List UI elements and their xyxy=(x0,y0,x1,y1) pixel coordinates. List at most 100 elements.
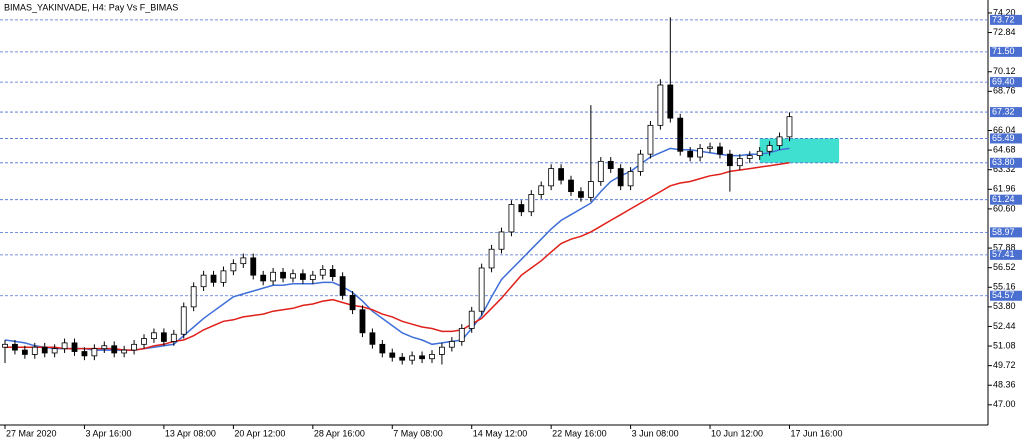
candle-body xyxy=(478,267,485,312)
candle-body xyxy=(210,274,217,283)
level-label: 54.57 xyxy=(992,290,1015,300)
y-tick-label: 57.88 xyxy=(993,242,1016,252)
candle-body xyxy=(12,343,18,351)
candle-body xyxy=(597,160,604,182)
level-label-bg xyxy=(990,77,1022,88)
candle-body xyxy=(548,168,555,187)
level-label: 67.32 xyxy=(992,106,1015,116)
candle-body xyxy=(190,286,197,308)
candle-body xyxy=(458,328,465,342)
candle-body xyxy=(766,145,773,152)
candle-body xyxy=(468,310,475,329)
candle-body xyxy=(309,274,316,280)
candle-body xyxy=(717,146,723,155)
y-tick-label: 74.20 xyxy=(993,7,1016,17)
x-tick-label: 7 May 08:00 xyxy=(393,428,443,438)
level-label-bg xyxy=(990,249,1022,260)
y-tick-label: 53.80 xyxy=(993,301,1016,311)
level-label: 69.40 xyxy=(992,76,1015,86)
candle-body xyxy=(250,257,257,276)
level-label: 57.41 xyxy=(992,249,1015,259)
y-tick-label: 68.76 xyxy=(993,86,1016,96)
candle-body xyxy=(776,136,783,146)
candle-body xyxy=(687,150,694,158)
candle-body xyxy=(518,204,525,213)
candle-body xyxy=(637,153,644,172)
y-tick-label: 56.52 xyxy=(993,262,1016,272)
candle-body xyxy=(61,342,68,350)
candle-body xyxy=(657,84,664,126)
y-tick-label: 63.32 xyxy=(993,164,1016,174)
candle-body xyxy=(220,270,227,283)
candle-body xyxy=(667,84,674,119)
level-label-bg xyxy=(990,133,1022,144)
candle-body xyxy=(756,150,763,156)
candle-body xyxy=(101,345,108,350)
candle-body xyxy=(71,342,78,352)
candle-body xyxy=(786,116,793,138)
x-tick-label: 27 Mar 2020 xyxy=(6,428,57,438)
candle-body xyxy=(746,155,753,159)
candle-body xyxy=(280,271,286,279)
y-tick-label: 60.60 xyxy=(993,203,1016,213)
candle-body xyxy=(707,146,713,149)
x-tick-label: 14 May 12:00 xyxy=(473,428,528,438)
candle-body xyxy=(170,333,177,342)
x-tick-label: 20 Apr 12:00 xyxy=(234,428,285,438)
candle-body xyxy=(726,153,733,167)
level-label-bg xyxy=(990,290,1022,301)
level-label-bg xyxy=(990,157,1022,168)
candle-body xyxy=(488,248,495,269)
y-tick-label: 51.08 xyxy=(993,340,1016,350)
candle-body xyxy=(419,355,425,360)
candle-body xyxy=(558,168,564,181)
level-label: 65.49 xyxy=(992,133,1015,143)
candle-body xyxy=(369,332,376,345)
level-label: 63.80 xyxy=(992,157,1015,167)
candle-body xyxy=(697,147,703,158)
candle-body xyxy=(240,257,247,265)
candle-body xyxy=(349,294,356,311)
candle-body xyxy=(319,269,326,276)
candle-body xyxy=(359,309,366,334)
candle-body xyxy=(329,269,336,278)
x-tick-label: 10 Jun 12:00 xyxy=(711,428,763,438)
y-tick-label: 64.68 xyxy=(993,144,1016,154)
candle-body xyxy=(31,346,38,355)
level-label-bg xyxy=(990,107,1022,118)
level-label: 73.72 xyxy=(992,14,1015,24)
level-label-bg xyxy=(990,227,1022,238)
candle-body xyxy=(647,124,654,155)
candle-body xyxy=(91,348,98,357)
candle-body xyxy=(200,274,207,288)
candle-body xyxy=(230,263,237,272)
candle-body xyxy=(41,346,48,354)
candle-body xyxy=(260,274,267,282)
y-tick-label: 52.44 xyxy=(993,321,1016,331)
candle-body xyxy=(180,306,187,335)
candle-body xyxy=(389,352,396,358)
candle-body xyxy=(409,355,416,361)
x-tick-label: 17 Jun 16:00 xyxy=(790,428,842,438)
candle-body xyxy=(568,179,574,193)
candle-body xyxy=(379,343,386,354)
y-tick-label: 47.00 xyxy=(993,399,1016,409)
candle-body xyxy=(677,117,684,152)
y-tick-label: 70.12 xyxy=(993,66,1016,76)
candle-body xyxy=(578,191,584,198)
candle-body xyxy=(51,348,58,354)
candle-body xyxy=(290,273,296,279)
candle-body xyxy=(2,343,8,348)
x-tick-label: 3 Jun 08:00 xyxy=(632,428,679,438)
candle-body xyxy=(429,354,435,360)
x-tick-label: 22 May 16:00 xyxy=(552,428,607,438)
candle-body xyxy=(498,231,505,250)
y-tick-label: 61.96 xyxy=(993,184,1016,194)
x-tick-label: 3 Apr 16:00 xyxy=(85,428,131,438)
candle-body xyxy=(270,271,277,282)
level-label: 58.97 xyxy=(992,227,1015,237)
y-tick-label: 66.04 xyxy=(993,125,1016,135)
candle-body xyxy=(448,341,455,348)
candle-body xyxy=(538,185,545,195)
